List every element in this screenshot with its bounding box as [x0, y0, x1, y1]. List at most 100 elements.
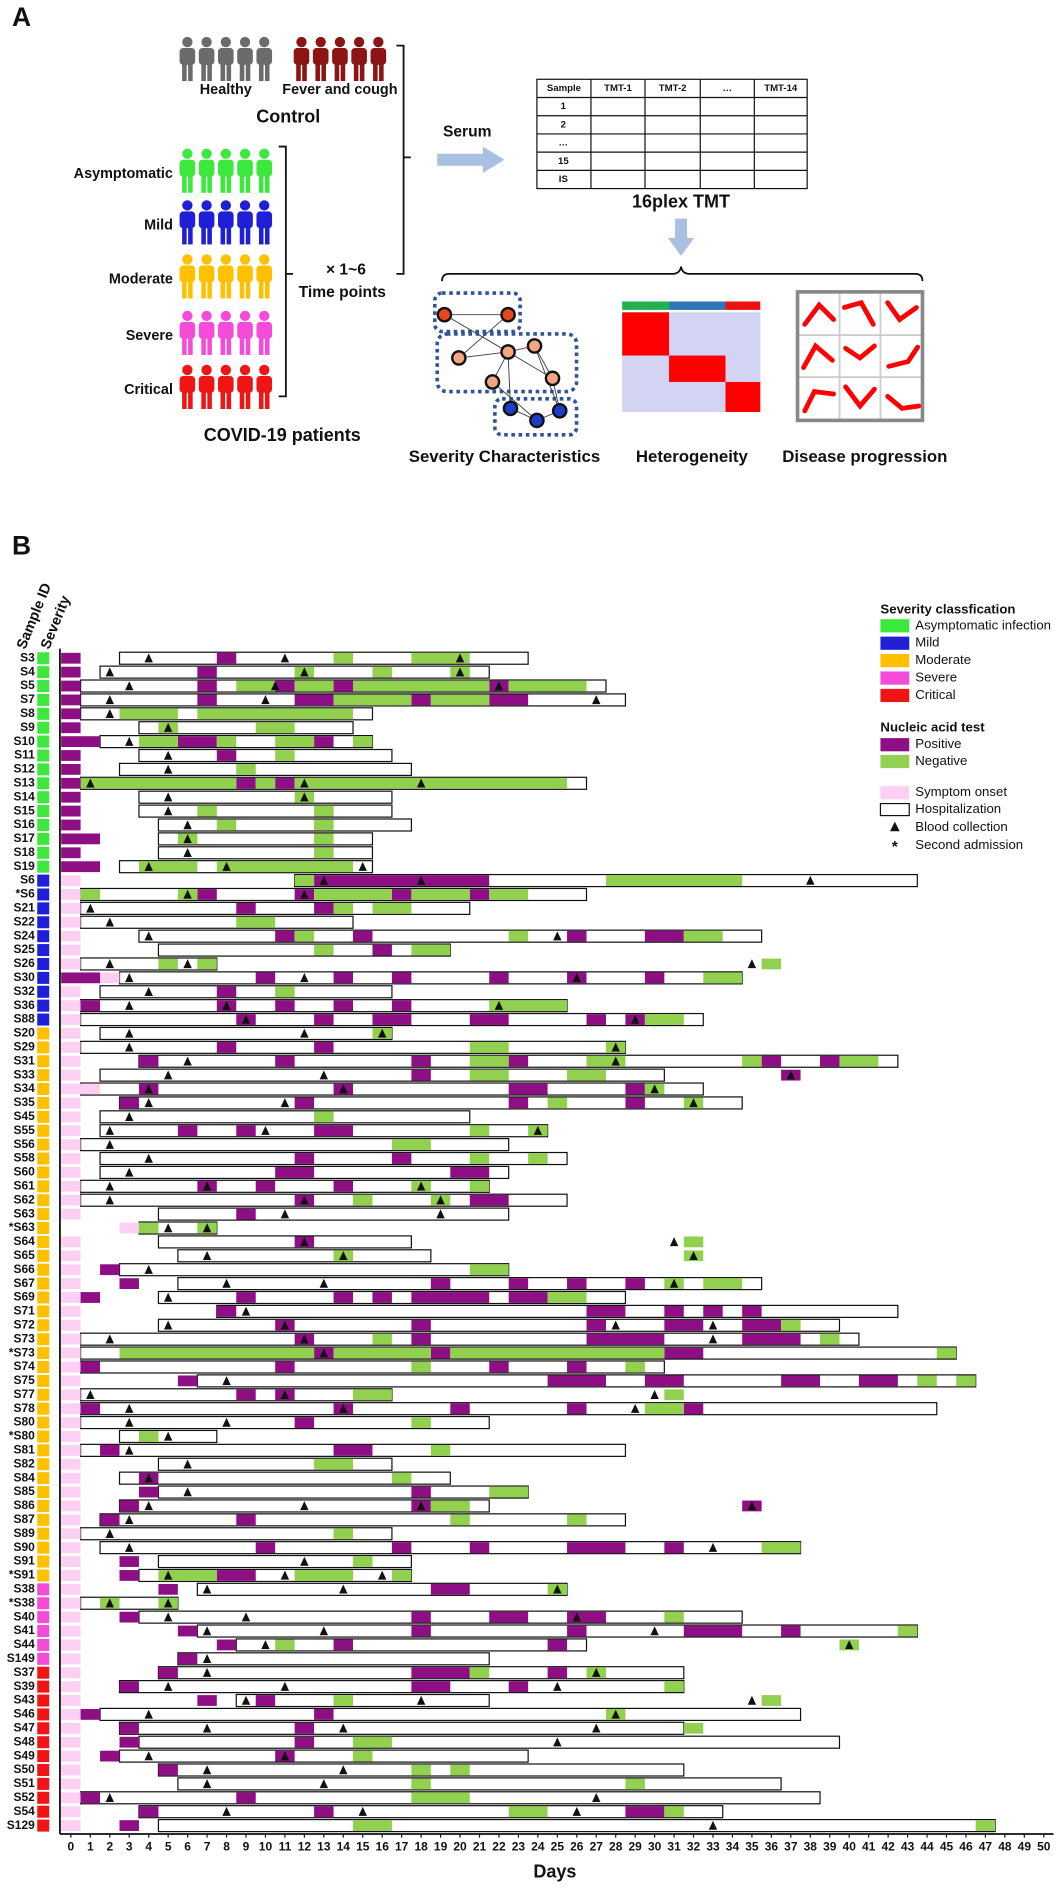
symptom-onset — [61, 1347, 81, 1359]
positive-test — [450, 1403, 470, 1415]
sample-id: S89 — [13, 1526, 35, 1540]
positive-test — [489, 1361, 509, 1373]
positive-test — [567, 1361, 587, 1373]
sample-id: S84 — [13, 1470, 35, 1484]
positive-test — [80, 1292, 101, 1303]
positive-test — [61, 750, 81, 761]
x-tick-label: 38 — [804, 1839, 818, 1853]
severity-cell — [37, 749, 50, 762]
negative-test — [138, 736, 178, 748]
symptom-onset — [61, 902, 81, 914]
blood-collection — [708, 1542, 718, 1552]
positive-test — [333, 1444, 373, 1456]
control-title: Control — [256, 106, 320, 126]
negative-test — [781, 1319, 801, 1331]
positive-test — [177, 1653, 198, 1665]
person-icon — [237, 200, 253, 245]
positive-test — [138, 1806, 159, 1818]
symptom-onset — [61, 1764, 81, 1776]
severity-cell — [37, 1763, 50, 1777]
negative-test — [489, 1486, 529, 1498]
sample-id: S44 — [13, 1637, 35, 1651]
group-label: Critical — [124, 382, 173, 398]
positive-test — [858, 1375, 898, 1387]
negative-test — [703, 1278, 743, 1290]
severity-cell — [37, 1208, 50, 1221]
severity-cell — [37, 1166, 50, 1179]
severity-cell — [37, 1249, 50, 1262]
positive-test — [508, 1083, 548, 1095]
sample-id: S82 — [13, 1456, 35, 1470]
hospitalization — [79, 1332, 860, 1346]
sample-id: S21 — [13, 901, 35, 915]
symptom-onset — [61, 1722, 81, 1734]
negative-test — [353, 1556, 373, 1567]
negative-test — [236, 916, 276, 928]
positive-test — [567, 1542, 626, 1554]
positive-test — [333, 1000, 354, 1012]
positive-test — [489, 972, 509, 984]
hospitalization — [79, 1040, 627, 1054]
negative-test — [391, 1472, 412, 1484]
blood-collection — [533, 1125, 543, 1135]
person-icon — [312, 36, 329, 82]
person-icon — [332, 36, 348, 82]
positive-test — [100, 1750, 120, 1762]
hospitalization — [99, 985, 393, 999]
positive-test — [430, 1278, 451, 1290]
sample-id: S46 — [13, 1707, 35, 1721]
severity-cell — [37, 693, 50, 706]
sample-id: S38 — [13, 1582, 35, 1596]
x-tick-label: 1 — [87, 1839, 94, 1853]
severity-cell — [37, 1819, 50, 1832]
blood-collection — [183, 1487, 192, 1497]
x-tick-label: 32 — [687, 1839, 701, 1853]
blood-collection — [455, 667, 465, 677]
negative-test — [956, 1375, 976, 1387]
severity-cell — [37, 1583, 50, 1596]
positive-test — [411, 1319, 431, 1331]
negative-test — [567, 1514, 587, 1526]
symptom-onset — [61, 1570, 81, 1581]
person-icon — [256, 148, 273, 193]
blood-collection — [300, 889, 309, 899]
positive-test — [236, 1389, 256, 1401]
symptom-onset — [61, 1208, 81, 1220]
positive-test — [508, 1292, 548, 1303]
blood-collection — [163, 1292, 173, 1302]
blood-collection — [455, 653, 465, 663]
positive-test — [80, 1000, 101, 1012]
blood-collection — [319, 1626, 329, 1636]
group-label: Moderate — [109, 272, 173, 288]
severity-cell — [37, 1138, 50, 1151]
blood-collection — [630, 1014, 640, 1024]
positive-test — [372, 1014, 412, 1025]
positive-test — [294, 1722, 315, 1734]
blood-collection — [416, 1695, 426, 1705]
positive-test — [469, 1542, 490, 1554]
symptom-onset — [61, 1361, 81, 1373]
person-icon — [179, 310, 196, 355]
blood-collection — [183, 1459, 192, 1469]
sample-id: S80 — [13, 1415, 35, 1429]
positive-test — [216, 750, 237, 761]
blood-collection — [163, 806, 173, 816]
x-tick-label: 20 — [453, 1839, 467, 1853]
positive-test — [275, 930, 295, 942]
positive-test — [567, 1278, 587, 1290]
x-tick-label: 0 — [68, 1839, 75, 1853]
blood-collection — [650, 1626, 659, 1636]
hospitalization — [79, 915, 354, 929]
sample-id: S78 — [13, 1401, 35, 1415]
hospitalization — [79, 1402, 938, 1416]
blood-collection — [339, 1584, 348, 1594]
negative-test — [333, 1695, 354, 1706]
severity-cell — [37, 1027, 50, 1040]
blood-collection — [105, 709, 114, 719]
blood-collection — [339, 1403, 348, 1413]
positive-test — [177, 736, 217, 748]
severity-cell — [37, 957, 50, 970]
negative-test — [216, 819, 237, 831]
symptom-onset — [61, 1417, 81, 1428]
blood-collection — [105, 959, 114, 969]
